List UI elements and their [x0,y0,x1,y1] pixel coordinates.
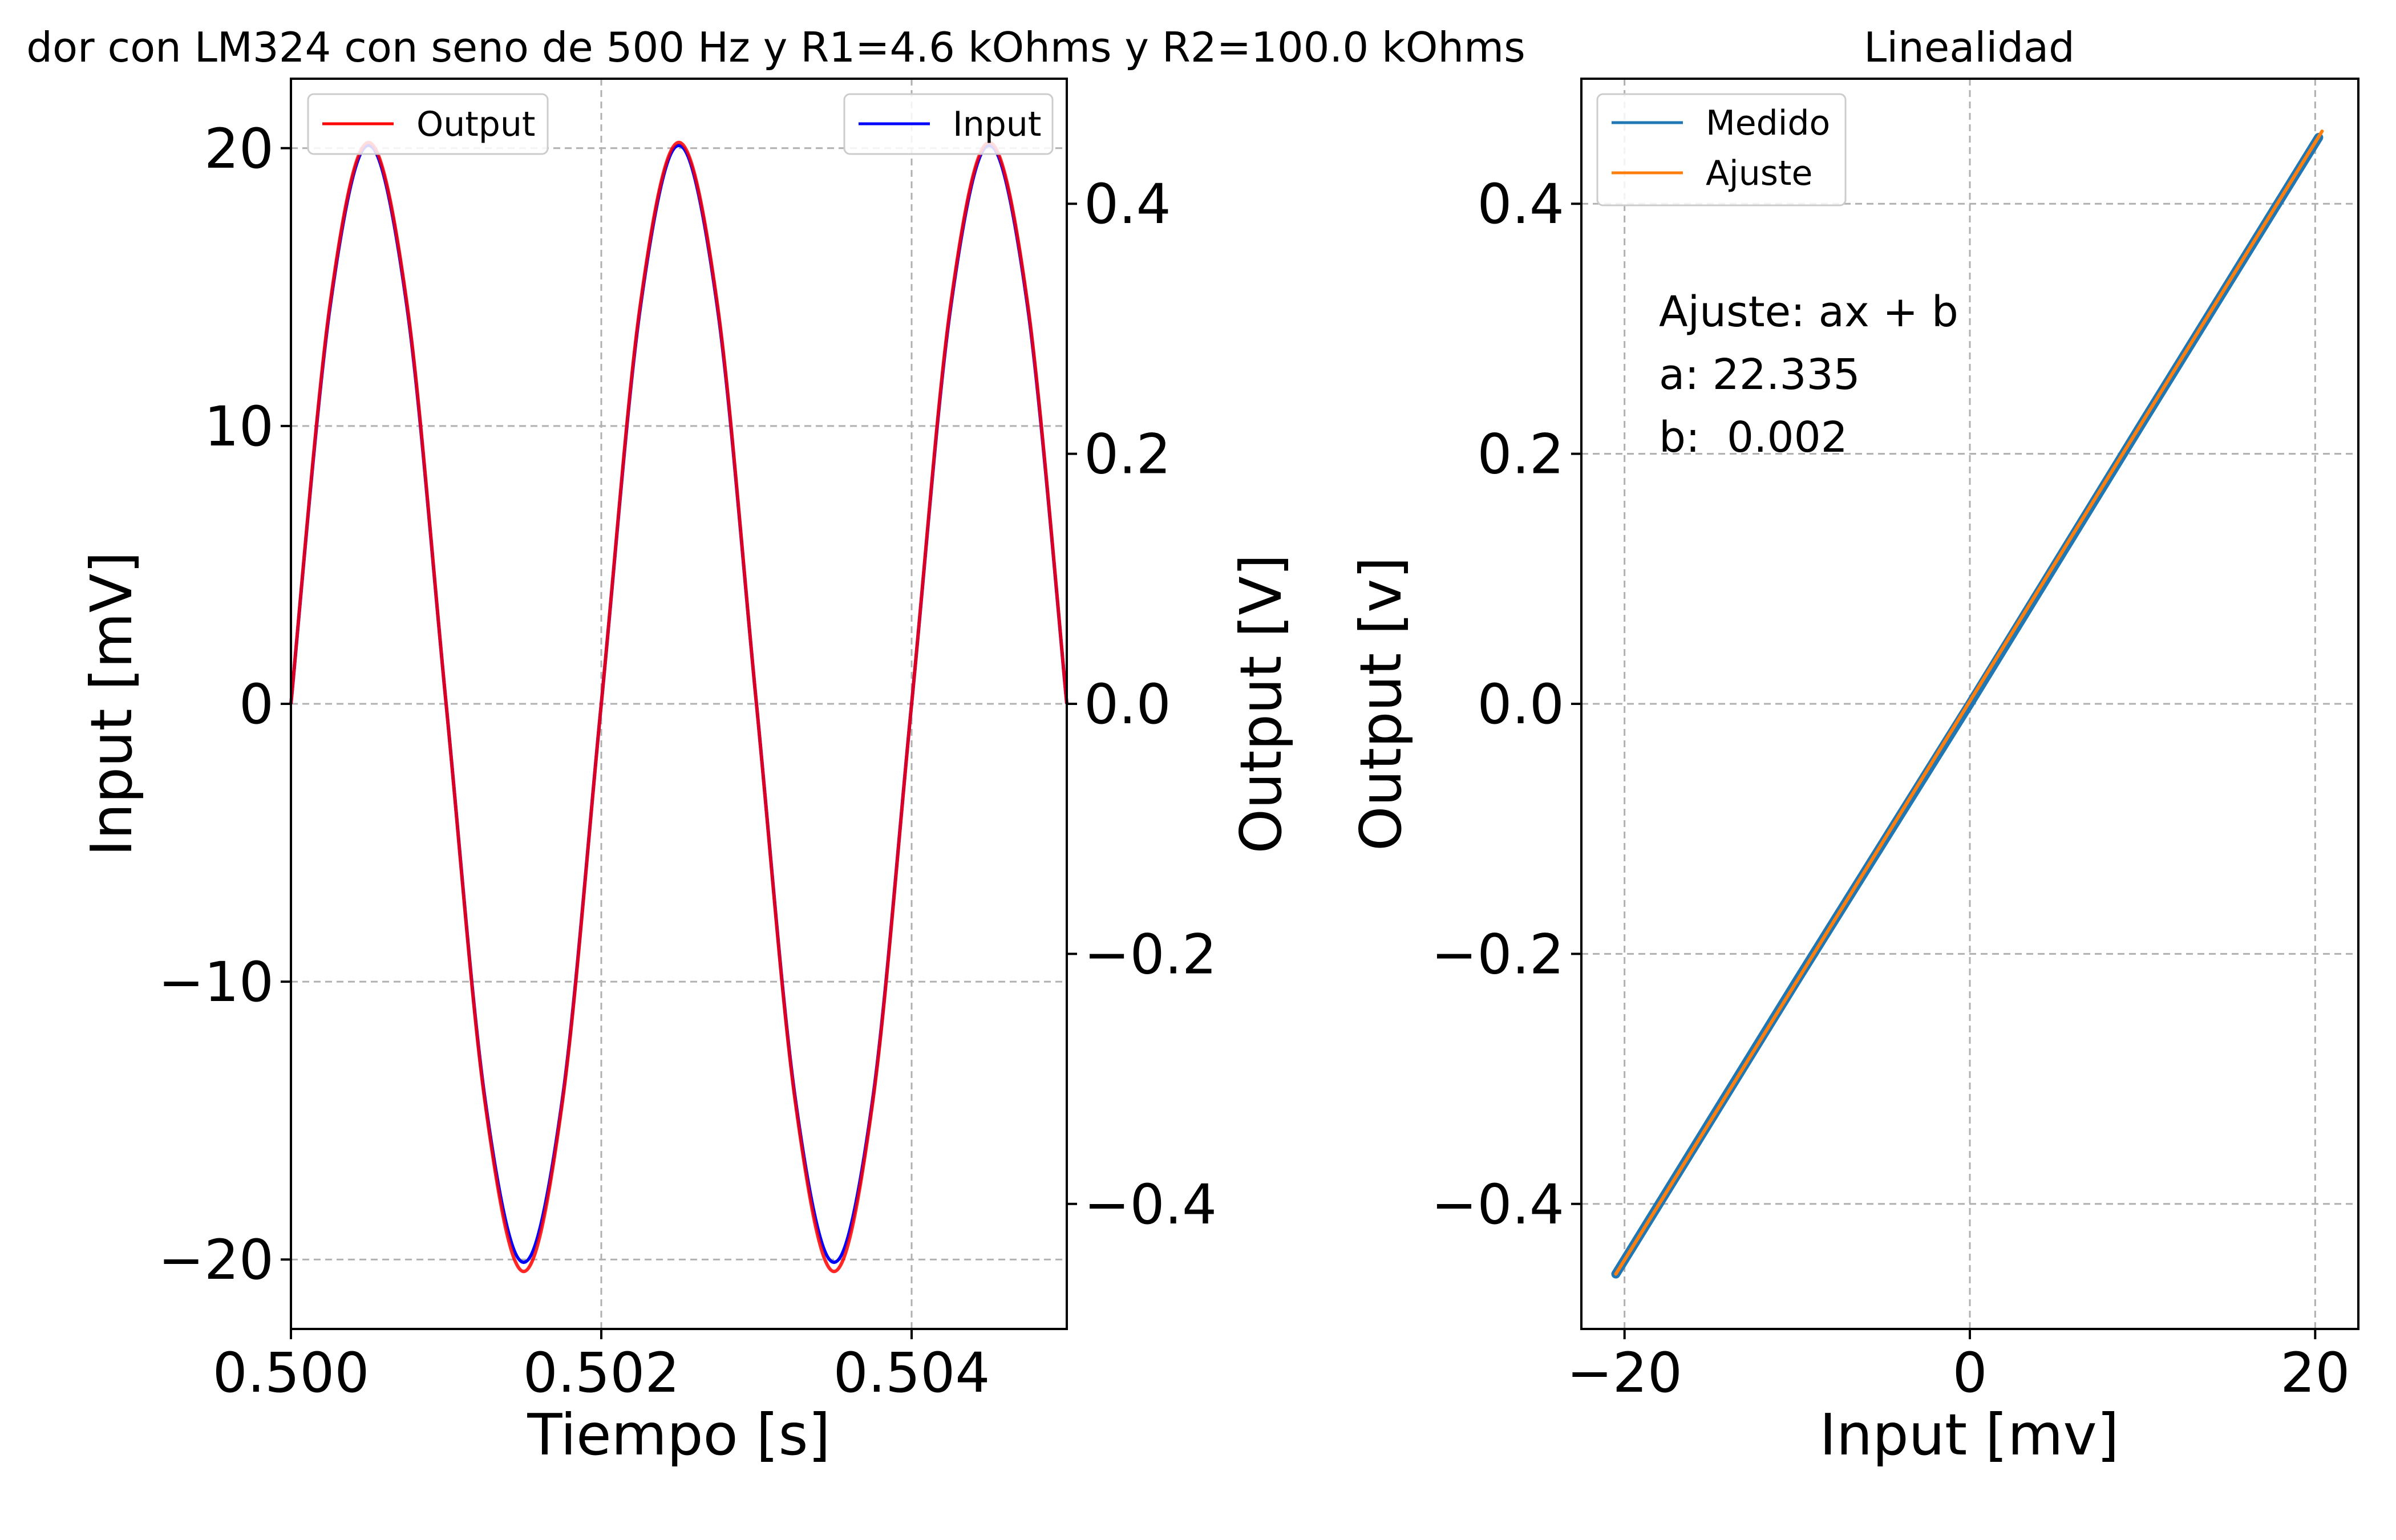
legend-input-label: Input [953,104,1041,144]
linearity-plot-x-ticks: −20 0 20 [1567,1329,2350,1405]
series-output-line [289,140,1069,1274]
legend-output-label: Output [416,104,535,144]
linearity-plot-y-ticks: 0.4 0.2 0.0 −0.2 −0.4 [1431,172,1581,1237]
time-plot-title: dor con LM324 con seno de 500 Hz y R1=4.… [26,23,1525,71]
linearity-plot-series [1611,129,2324,1279]
time-plot-left-y-tick-label: 0 [239,672,274,736]
legend-input: Input [843,93,1054,155]
linearity-plot-x-tick-label: −20 [1567,1341,1682,1405]
time-plot-right-y-ticks: 0.4 0.2 0.0 −0.2 −0.4 [1067,172,1217,1237]
time-plot-left-y-label: Input [mV] [78,552,145,857]
time-domain-plot: dor con LM324 con seno de 500 Hz y R1=4.… [26,23,1525,1468]
linearity-plot-y-tick-label: −0.4 [1431,1173,1564,1237]
time-plot-left-y-tick-label: 10 [204,395,274,459]
linearity-plot-y-tick-label: 0.2 [1477,423,1564,487]
time-plot-left-y-ticks: 20 10 0 −10 −20 [158,117,291,1292]
linearity-plot-y-tick-label: −0.2 [1431,922,1564,986]
fit-formula: Ajuste: ax + b [1659,287,1958,337]
time-plot-grid [290,79,1067,1329]
time-plot-left-y-tick-label: −10 [158,950,274,1014]
legend-medido-label: Medido [1706,103,1830,143]
linearity-plot-title: Linealidad [1864,23,2075,71]
legend-ajuste-label: Ajuste [1706,153,1812,193]
time-plot-right-y-tick-label: 0.2 [1084,423,1171,487]
legend-output: Output [307,93,549,155]
time-plot-x-label: Tiempo [s] [527,1401,830,1468]
time-plot-right-y-label: Output [V] [1228,554,1294,854]
linearity-plot-x-label: Input [mv] [1819,1401,2119,1468]
fit-slope: a: 22.335 [1659,350,1860,399]
time-plot-series [289,140,1069,1274]
linearity-legend: Medido Ajuste [1596,93,1847,206]
time-plot-left-y-tick-label: −20 [158,1228,274,1292]
time-plot-x-tick-label: 0.504 [833,1341,990,1405]
time-plot-right-y-tick-label: −0.4 [1084,1173,1217,1237]
time-plot-right-y-tick-label: −0.2 [1084,922,1217,986]
time-plot-x-tick-label: 0.500 [213,1341,370,1405]
fit-annotation: Ajuste: ax + b a: 22.335 b: 0.002 [1659,287,1958,462]
linearity-plot-x-tick-label: 20 [2280,1341,2350,1405]
series-ajuste-line [1614,129,2324,1276]
linearity-plot-y-tick-label: 0.0 [1477,672,1564,736]
time-plot-right-y-tick-label: 0.0 [1084,672,1171,736]
fit-intercept: b: 0.002 [1659,413,1848,462]
time-plot-x-tick-label: 0.502 [523,1341,680,1405]
time-plot-left-y-tick-label: 20 [204,117,274,181]
linearity-plot-y-label: Output [v] [1347,557,1414,851]
linearity-plot-y-tick-label: 0.4 [1477,172,1564,236]
linearity-plot-x-tick-label: 0 [1952,1341,1987,1405]
linearity-plot: Linealidad −20 0 20 0.4 0.2 0.0 −0.2 −0.4 Inpu… [1347,23,2359,1468]
time-plot-right-y-tick-label: 0.4 [1084,172,1171,236]
time-plot-x-ticks: 0.500 0.502 0.504 [213,1329,990,1405]
